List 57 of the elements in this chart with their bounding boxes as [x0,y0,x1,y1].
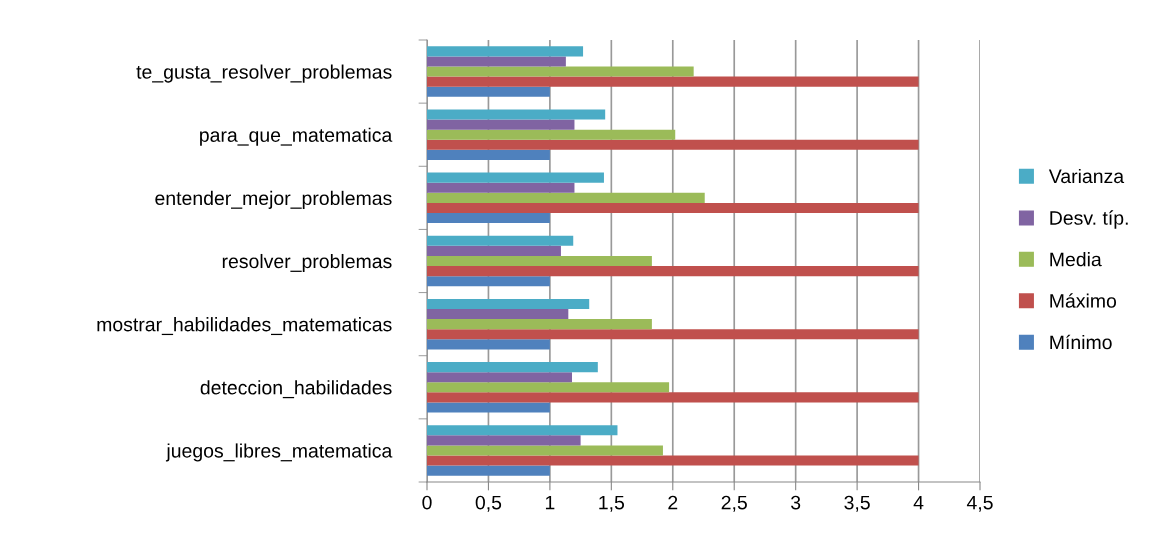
bar [427,435,581,446]
bar [427,56,566,67]
x-tick-label: 4 [913,495,924,510]
x-tick-label: 2,5 [721,495,747,512]
bar [427,202,919,214]
bar [427,86,550,97]
y-tick-label: deteccion_habilidades [200,380,392,399]
bar [427,235,574,246]
bar [427,465,550,476]
bar [427,129,676,140]
x-tick-label: 0 [422,495,432,510]
bar [427,213,550,224]
y-tick-label: juegos_libres_matematica [165,443,393,462]
bar [427,192,705,203]
bar [427,319,652,330]
bar [427,329,919,340]
bar [427,298,590,309]
legend-label: Mínimo [1050,334,1112,350]
bar [427,139,919,150]
y-tick-label: para_que_matematica [200,127,393,146]
bar [427,382,670,393]
y-tick-label: entender_mejor_problemas [155,190,392,209]
y-tick-label: mostrar_habilidades_matematicas [97,317,392,336]
bar [427,339,550,350]
bar [427,308,569,320]
bar [427,172,604,183]
x-tick-label: 4,5 [966,495,993,512]
x-tick-label: 1 [545,495,555,510]
x-tick-label: 2 [668,495,678,510]
bar [427,362,598,373]
bar [427,445,663,456]
y-tick-label: te_gusta_resolver_problemas [136,64,392,83]
bar [427,245,561,256]
bar [427,119,575,130]
bar [427,425,618,436]
legend-label: Desv. típ. [1050,210,1128,229]
x-tick-label: 3 [791,495,801,510]
x-tick-label: 1,5 [599,495,625,512]
bar [427,66,694,77]
bar [427,276,550,287]
bar [427,266,919,277]
legend-label: Media [1050,252,1102,267]
x-tick-label: 0,5 [475,495,502,512]
bar [427,455,919,466]
bar [427,392,919,403]
bar [427,149,550,160]
bar [427,182,575,193]
bar [427,255,652,267]
bar [427,109,606,120]
legend-label: Máximo [1050,293,1117,308]
bar [427,402,550,413]
bar [427,46,584,57]
bar [427,372,573,383]
bar [427,76,919,87]
y-tick-label: resolver_problemas [222,253,392,273]
legend-label: Varianza [1048,168,1125,184]
x-tick-label: 3,5 [844,495,870,512]
